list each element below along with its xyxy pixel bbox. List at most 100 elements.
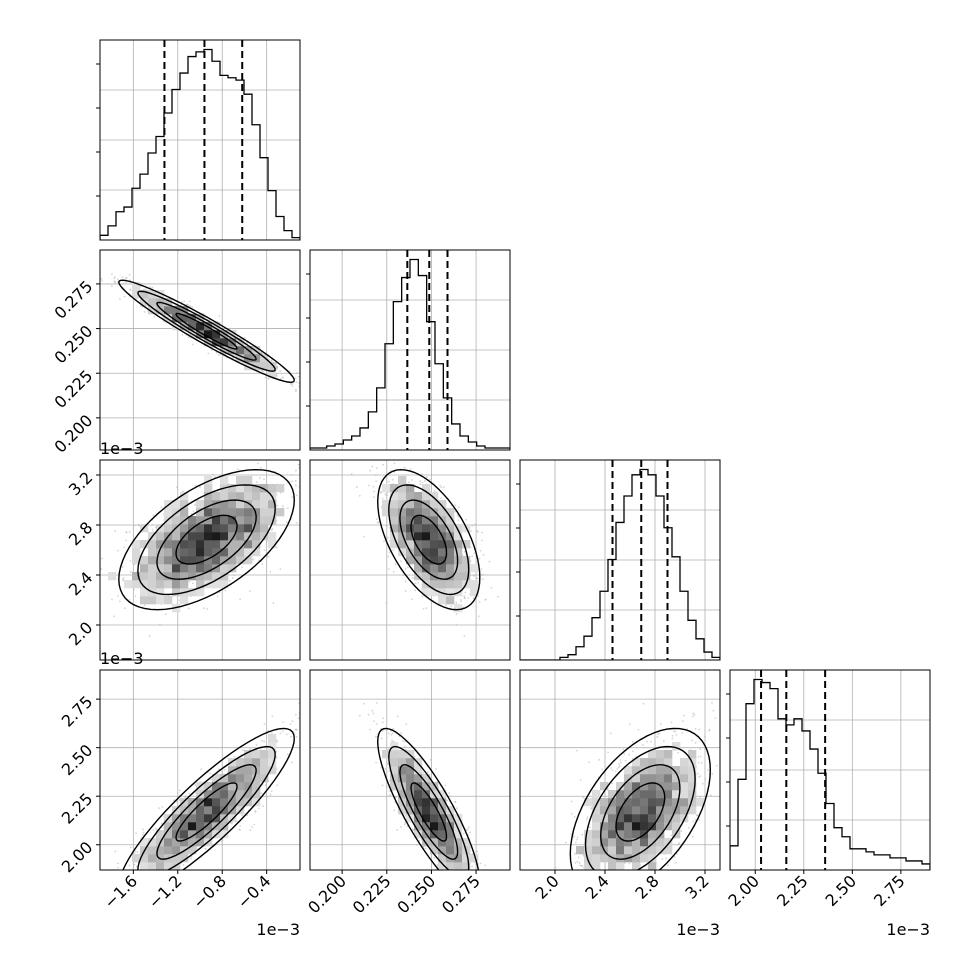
sample-point bbox=[381, 497, 384, 500]
sample-point bbox=[189, 300, 191, 303]
sample-point bbox=[122, 577, 125, 580]
density-cell bbox=[140, 596, 149, 605]
sample-point bbox=[216, 595, 219, 598]
sample-point bbox=[95, 587, 97, 589]
sample-point bbox=[111, 872, 113, 874]
sample-point bbox=[387, 536, 389, 539]
density-cell bbox=[172, 532, 181, 541]
density-cell bbox=[406, 524, 415, 533]
sample-point bbox=[476, 577, 479, 580]
sample-point bbox=[150, 876, 152, 878]
sample-point bbox=[282, 376, 284, 379]
sample-point bbox=[387, 555, 390, 558]
y-tick-label: 2.8 bbox=[65, 518, 96, 549]
sample-point bbox=[238, 828, 241, 831]
density-cell bbox=[196, 548, 205, 557]
density-cell bbox=[220, 548, 229, 557]
sample-point bbox=[440, 486, 443, 489]
sample-point bbox=[425, 607, 428, 610]
sample-point bbox=[255, 481, 258, 484]
sample-point bbox=[209, 772, 212, 775]
density-cell bbox=[180, 540, 189, 549]
sample-point bbox=[251, 454, 253, 456]
sample-point bbox=[270, 359, 273, 362]
sample-point bbox=[79, 270, 81, 272]
sample-point bbox=[154, 827, 157, 830]
sample-point bbox=[158, 623, 161, 626]
sample-point bbox=[484, 598, 487, 601]
sample-point bbox=[476, 531, 479, 533]
sample-point bbox=[207, 352, 210, 355]
sample-point bbox=[266, 796, 268, 798]
sample-point bbox=[122, 906, 124, 908]
sample-point bbox=[472, 597, 475, 599]
sample-point bbox=[294, 377, 297, 380]
sample-point bbox=[386, 494, 388, 497]
density-cell bbox=[148, 596, 157, 605]
sample-point bbox=[215, 351, 218, 354]
density-cell bbox=[406, 508, 415, 517]
density-cell bbox=[156, 588, 165, 597]
sample-point bbox=[129, 289, 132, 291]
sample-point bbox=[114, 530, 117, 532]
density-cell bbox=[220, 524, 229, 533]
sample-point bbox=[135, 865, 138, 868]
sample-point bbox=[363, 535, 366, 538]
density-cell bbox=[236, 508, 245, 517]
sample-point bbox=[358, 494, 361, 497]
sample-point bbox=[100, 277, 103, 280]
density-cell bbox=[228, 492, 237, 501]
density-cell bbox=[196, 540, 205, 549]
density-cell bbox=[462, 556, 471, 565]
density-cell bbox=[430, 548, 439, 557]
sample-point bbox=[367, 484, 370, 487]
sample-point bbox=[128, 864, 131, 867]
sample-point bbox=[480, 568, 483, 571]
density-cell bbox=[124, 580, 133, 589]
sample-point bbox=[267, 378, 270, 380]
sample-point bbox=[212, 473, 215, 476]
sample-point bbox=[454, 504, 457, 507]
sample-point bbox=[97, 554, 99, 556]
sample-point bbox=[480, 573, 483, 576]
density-cell bbox=[244, 548, 253, 557]
sample-point bbox=[119, 600, 121, 603]
sample-point bbox=[475, 577, 478, 580]
density-cell bbox=[260, 516, 269, 525]
sample-point bbox=[269, 793, 272, 796]
sample-point bbox=[128, 598, 131, 601]
density-cell bbox=[164, 524, 173, 533]
density-cell bbox=[414, 532, 423, 541]
density-cell bbox=[422, 508, 431, 517]
density-cell bbox=[470, 580, 479, 589]
sample-point bbox=[355, 486, 358, 488]
sample-point bbox=[350, 473, 353, 475]
sample-point bbox=[263, 723, 266, 726]
density-cell bbox=[430, 532, 439, 541]
sample-point bbox=[79, 561, 81, 563]
sample-point bbox=[455, 613, 458, 616]
sample-point bbox=[176, 486, 178, 489]
sample-point bbox=[290, 474, 292, 476]
sample-point bbox=[176, 792, 179, 794]
sample-point bbox=[394, 563, 397, 566]
density-cell bbox=[164, 556, 173, 565]
sample-point bbox=[373, 496, 375, 499]
density-cell bbox=[228, 508, 237, 517]
density-cell bbox=[204, 548, 213, 557]
density-cell bbox=[220, 532, 229, 541]
density-cell bbox=[148, 548, 157, 557]
sample-point bbox=[101, 279, 104, 282]
density-cell bbox=[446, 548, 455, 557]
sample-point bbox=[151, 286, 154, 289]
sample-point bbox=[101, 913, 103, 915]
sample-point bbox=[133, 588, 135, 591]
sample-point bbox=[191, 343, 194, 346]
sample-point bbox=[488, 560, 491, 563]
sample-point bbox=[375, 467, 378, 469]
panel-2-1 bbox=[309, 459, 511, 661]
sample-point bbox=[419, 483, 422, 485]
y-tick-label: 3.2 bbox=[65, 468, 96, 499]
sample-point bbox=[123, 607, 126, 610]
sample-point bbox=[490, 586, 493, 589]
